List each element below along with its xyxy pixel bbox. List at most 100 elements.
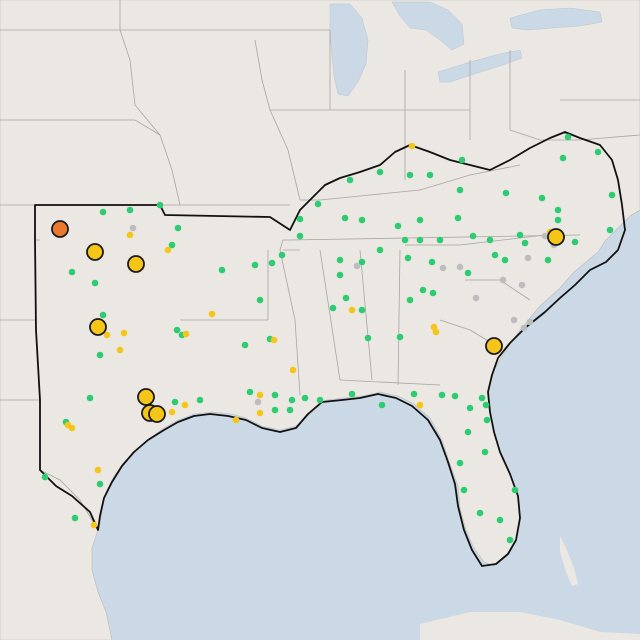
green-site-marker[interactable] [364,334,372,342]
gray-site-marker[interactable] [526,318,534,326]
green-site-marker[interactable] [486,236,494,244]
yellow-site-marker[interactable] [256,391,264,399]
green-site-marker[interactable] [156,201,164,209]
yellow-site-marker[interactable] [256,409,264,417]
gray-site-marker[interactable] [524,254,532,262]
green-site-marker[interactable] [296,215,304,223]
green-site-marker[interactable] [406,296,414,304]
yellow-large-site-marker[interactable] [89,318,107,336]
green-site-marker[interactable] [454,214,462,222]
yellow-large-site-marker[interactable] [127,255,145,273]
yellow-site-marker[interactable] [116,346,124,354]
green-site-marker[interactable] [71,514,79,522]
green-site-marker[interactable] [456,186,464,194]
green-site-marker[interactable] [544,256,552,264]
green-site-marker[interactable] [268,259,276,267]
green-site-marker[interactable] [496,516,504,524]
yellow-site-marker[interactable] [68,424,76,432]
green-site-marker[interactable] [126,206,134,214]
green-site-marker[interactable] [174,224,182,232]
green-site-marker[interactable] [341,214,349,222]
green-site-marker[interactable] [436,236,444,244]
green-site-marker[interactable] [564,133,572,141]
green-site-marker[interactable] [96,351,104,359]
green-site-marker[interactable] [511,486,519,494]
green-site-marker[interactable] [68,268,76,276]
yellow-site-marker[interactable] [232,416,240,424]
gray-site-marker[interactable] [472,294,480,302]
green-site-marker[interactable] [419,286,427,294]
green-site-marker[interactable] [410,390,418,398]
orange-large-site-marker[interactable] [51,220,69,238]
gray-site-marker[interactable] [510,316,518,324]
green-site-marker[interactable] [336,271,344,279]
gray-site-marker[interactable] [439,264,447,272]
yellow-site-marker[interactable] [164,246,172,254]
green-site-marker[interactable] [491,251,499,259]
green-site-marker[interactable] [41,473,49,481]
green-site-marker[interactable] [91,279,99,287]
green-site-marker[interactable] [464,428,472,436]
green-site-marker[interactable] [99,208,107,216]
green-site-marker[interactable] [256,296,264,304]
green-site-marker[interactable] [358,258,366,266]
green-site-marker[interactable] [482,401,490,409]
green-site-marker[interactable] [336,256,344,264]
green-site-marker[interactable] [460,486,468,494]
green-site-marker[interactable] [329,304,337,312]
yellow-site-marker[interactable] [90,521,98,529]
green-site-marker[interactable] [394,222,402,230]
green-site-marker[interactable] [278,251,286,259]
green-site-marker[interactable] [594,148,602,156]
green-site-marker[interactable] [478,394,486,402]
green-site-marker[interactable] [301,394,309,402]
green-site-marker[interactable] [466,404,474,412]
yellow-site-marker[interactable] [208,310,216,318]
green-site-marker[interactable] [559,154,567,162]
green-site-marker[interactable] [451,392,459,400]
yellow-site-marker[interactable] [94,466,102,474]
yellow-site-marker[interactable] [416,401,424,409]
green-site-marker[interactable] [251,261,259,269]
green-site-marker[interactable] [348,390,356,398]
green-site-marker[interactable] [376,246,384,254]
green-site-marker[interactable] [271,406,279,414]
green-site-marker[interactable] [608,191,616,199]
green-site-marker[interactable] [96,480,104,488]
gray-site-marker[interactable] [518,281,526,289]
green-site-marker[interactable] [173,326,181,334]
yellow-large-site-marker[interactable] [547,228,565,246]
green-site-marker[interactable] [606,226,614,234]
green-site-marker[interactable] [571,238,579,246]
green-site-marker[interactable] [218,266,226,274]
green-site-marker[interactable] [246,388,254,396]
yellow-site-marker[interactable] [182,330,190,338]
gray-site-marker[interactable] [499,276,507,284]
green-site-marker[interactable] [316,396,324,404]
green-site-marker[interactable] [506,536,514,544]
green-site-marker[interactable] [438,391,446,399]
green-site-marker[interactable] [458,156,466,164]
green-site-marker[interactable] [241,341,249,349]
green-site-marker[interactable] [406,171,414,179]
green-site-marker[interactable] [378,401,386,409]
green-site-marker[interactable] [481,448,489,456]
gray-site-marker[interactable] [541,232,549,240]
yellow-site-marker[interactable] [181,401,189,409]
green-site-marker[interactable] [401,236,409,244]
green-site-marker[interactable] [554,206,562,214]
green-site-marker[interactable] [516,231,524,239]
green-site-marker[interactable] [342,294,350,302]
yellow-site-marker[interactable] [126,231,134,239]
green-site-marker[interactable] [426,171,434,179]
green-site-marker[interactable] [464,269,472,277]
green-site-marker[interactable] [554,216,562,224]
yellow-site-marker[interactable] [120,329,128,337]
yellow-site-marker[interactable] [430,323,438,331]
yellow-site-marker[interactable] [408,142,416,150]
green-site-marker[interactable] [296,232,304,240]
yellow-large-site-marker[interactable] [148,405,166,423]
green-site-marker[interactable] [86,394,94,402]
yellow-large-site-marker[interactable] [86,243,104,261]
